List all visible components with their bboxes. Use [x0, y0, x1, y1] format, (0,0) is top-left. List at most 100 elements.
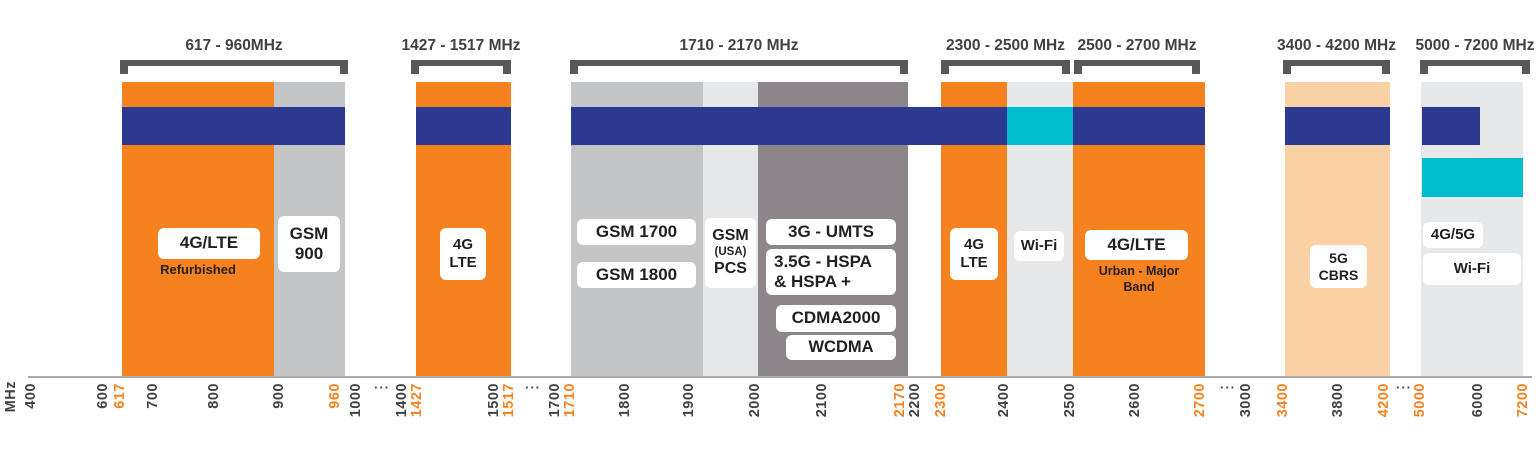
label-line: (USA)	[714, 246, 747, 259]
axis-tick-7200: 7200	[1515, 383, 1531, 418]
band-segment-blue-5000-6000	[1422, 107, 1480, 145]
text-line: Refurbished	[160, 262, 236, 277]
bracket-cap-left	[120, 60, 128, 74]
axis-tick-1517: 1517	[501, 383, 517, 418]
bracket-bar	[941, 60, 1070, 66]
axis-ellipsis: ···	[374, 380, 390, 395]
axis-tick-1800: 1800	[617, 383, 633, 418]
label-line: & HSPA +	[774, 272, 851, 291]
axis-tick-1000: 1000	[348, 383, 364, 418]
label-3-5g-hspa: 3.5G - HSPA & HSPA +	[766, 249, 896, 295]
axis-ellipsis: ···	[525, 380, 541, 395]
axis-tick-3800: 3800	[1330, 383, 1346, 418]
label-line: PCS	[714, 259, 747, 277]
label-3g-umts: 3G - UMTS	[766, 219, 896, 245]
axis-tick-700: 700	[145, 383, 161, 409]
label-line: LTE	[449, 254, 477, 271]
range-bracket	[120, 60, 348, 74]
axis-tick-2200: 2200	[907, 383, 923, 418]
range-bracket	[1420, 60, 1530, 74]
range-label: 5000 - 7200 MHz	[1415, 37, 1535, 54]
label-line: 5G	[1329, 249, 1348, 266]
text-urban-major-band-note: Urban - Major Band	[1073, 264, 1205, 295]
bracket-cap-right	[503, 60, 511, 74]
axis-ellipsis: ···	[1396, 380, 1412, 395]
label-4g-5g: 4G/5G	[1423, 222, 1483, 248]
label-line: GSM	[712, 227, 749, 245]
axis-tick-3400: 3400	[1275, 383, 1291, 418]
bracket-cap-left	[1074, 60, 1082, 74]
label-cdma2000: CDMA2000	[776, 305, 896, 332]
label-wifi-5000: Wi-Fi	[1423, 253, 1521, 285]
bracket-cap-left	[1283, 60, 1291, 74]
axis-tick-400: 400	[23, 383, 39, 409]
axis-tick-2700: 2700	[1192, 383, 1208, 418]
range-bracket	[941, 60, 1070, 74]
range-label: 3400 - 4200 MHz	[1277, 37, 1396, 54]
range-label: 2500 - 2700 MHz	[1077, 37, 1197, 54]
axis-tick-617: 617	[112, 383, 128, 409]
bracket-cap-left	[941, 60, 949, 74]
label-wifi-2400: Wi-Fi	[1014, 231, 1064, 261]
label-line: 3G - UMTS	[788, 221, 874, 241]
band-segment-blue-3400-4200	[1285, 107, 1390, 145]
bracket-cap-left	[411, 60, 419, 74]
label-line: 900	[294, 244, 324, 263]
axis-tick-2100: 2100	[814, 383, 830, 418]
label-line: GSM 1700	[595, 221, 678, 241]
label-line: 4G/5G	[1430, 226, 1476, 244]
range-label: 2300 - 2500 MHz	[946, 37, 1065, 54]
label-4g-lte-2500: 4G/LTE	[1085, 230, 1188, 260]
label-line: Wi-Fi	[1020, 237, 1058, 255]
label-line: Wi-Fi	[1453, 260, 1491, 278]
bracket-cap-right	[1522, 60, 1530, 74]
label-5g-cbrs: 5G CBRS	[1310, 245, 1367, 288]
label-gsm-1800: GSM 1800	[577, 262, 696, 288]
range-label: 617 - 960MHz	[185, 37, 283, 54]
axis-ellipsis: ···	[1220, 380, 1236, 395]
range-bracket	[570, 60, 908, 74]
x-axis-line	[28, 376, 1532, 378]
label-line: GSM 1800	[595, 264, 678, 284]
range-label: 1427 - 1517 MHz	[401, 37, 521, 54]
axis-tick-1427: 1427	[409, 383, 425, 418]
axis-tick-6000: 6000	[1470, 383, 1486, 418]
axis-tick-1710: 1710	[562, 383, 578, 418]
axis-tick-5000: 5000	[1412, 383, 1428, 418]
label-gsm-900: GSM 900	[278, 216, 340, 272]
label-line: CDMA2000	[791, 308, 881, 328]
band-segment-blue-1710-2700	[571, 107, 1205, 145]
axis-tick-2000: 2000	[747, 383, 763, 418]
label-line: 4G	[963, 236, 984, 254]
bracket-cap-left	[570, 60, 578, 74]
bracket-bar	[570, 60, 908, 66]
bracket-cap-right	[1192, 60, 1200, 74]
band-segment-blue-1427-1517	[416, 107, 511, 145]
bracket-bar	[1283, 60, 1390, 66]
label-line: 4G/LTE	[1107, 234, 1166, 254]
bracket-bar	[411, 60, 511, 66]
bracket-bar	[120, 60, 348, 66]
label-line: 3.5G - HSPA	[774, 251, 872, 271]
axis-tick-3000: 3000	[1238, 383, 1254, 418]
axis-tick-600: 600	[95, 383, 111, 409]
label-4g-lte-1427: 4G LTE	[440, 228, 486, 280]
bracket-bar	[1420, 60, 1530, 66]
bracket-cap-left	[1420, 60, 1428, 74]
bracket-cap-right	[1062, 60, 1070, 74]
axis-tick-900: 900	[271, 383, 287, 409]
band-segment-blue-617-960	[122, 107, 345, 145]
range-bracket	[1074, 60, 1200, 74]
axis-unit-label: MHz	[3, 381, 19, 413]
label-gsm-1700: GSM 1700	[577, 219, 696, 245]
label-line: 4G/LTE	[179, 233, 239, 253]
axis-tick-2600: 2600	[1127, 383, 1143, 418]
band-segment-cyan-5000-7200	[1422, 158, 1523, 197]
text-line: Band	[1123, 279, 1155, 294]
label-line: GSM	[289, 223, 329, 243]
